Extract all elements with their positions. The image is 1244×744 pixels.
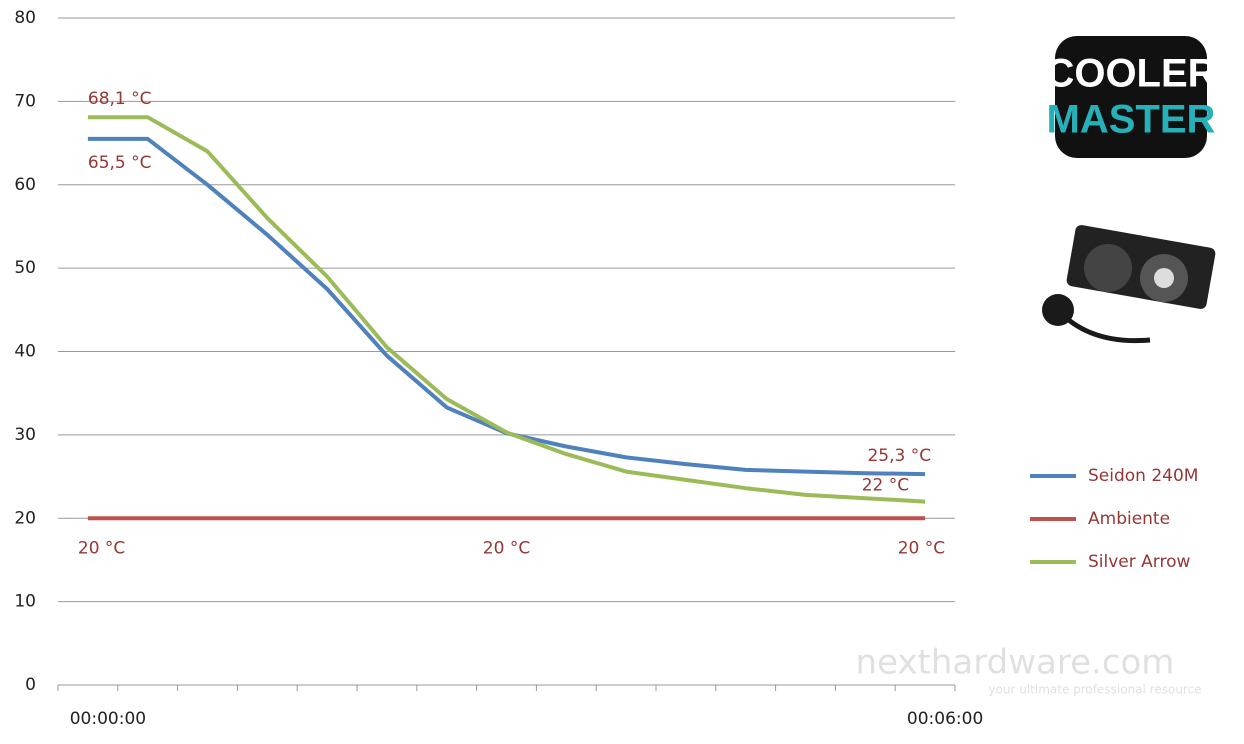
legend-label: Ambiente xyxy=(1088,509,1170,529)
series-line xyxy=(87,136,926,477)
watermark-site: nexthardware.com xyxy=(856,643,1175,683)
data-label: 68,1 °C xyxy=(88,89,152,109)
y-tick-label: 70 xyxy=(14,91,36,111)
y-tick-label: 80 xyxy=(14,8,36,28)
data-label: 25,3 °C xyxy=(867,446,931,466)
y-tick-label: 40 xyxy=(14,342,36,362)
data-label: 22 °C xyxy=(862,476,909,496)
logo-bg xyxy=(1055,36,1207,158)
legend-label: Silver Arrow xyxy=(1088,552,1190,572)
y-tick-label: 50 xyxy=(14,258,36,278)
legend-label: Seidon 240M xyxy=(1088,466,1198,486)
x-tick-label: 00:00:00 xyxy=(70,709,146,729)
logo: COOLER MASTER xyxy=(1045,36,1217,158)
data-label: 20 °C xyxy=(898,538,945,558)
watermark: nexthardware.com your ultimate professio… xyxy=(856,643,1202,697)
y-tick-label: 0 xyxy=(25,675,36,695)
x-tick-label: 00:06:00 xyxy=(907,709,983,729)
data-label: 65,5 °C xyxy=(88,153,152,173)
watermark-tagline: your ultimate professional resource xyxy=(988,683,1201,697)
logo-line: MASTER xyxy=(1047,98,1216,142)
data-label: 20 °C xyxy=(483,538,530,558)
y-tick-label: 30 xyxy=(14,425,36,445)
data-label: 20 °C xyxy=(78,538,125,558)
product-image xyxy=(1042,225,1216,344)
y-tick-label: 10 xyxy=(14,592,36,612)
logo-line: COOLER xyxy=(1045,52,1216,96)
y-tick-label: 60 xyxy=(14,175,36,195)
y-tick-label: 20 xyxy=(14,508,36,528)
series-line xyxy=(87,115,926,504)
